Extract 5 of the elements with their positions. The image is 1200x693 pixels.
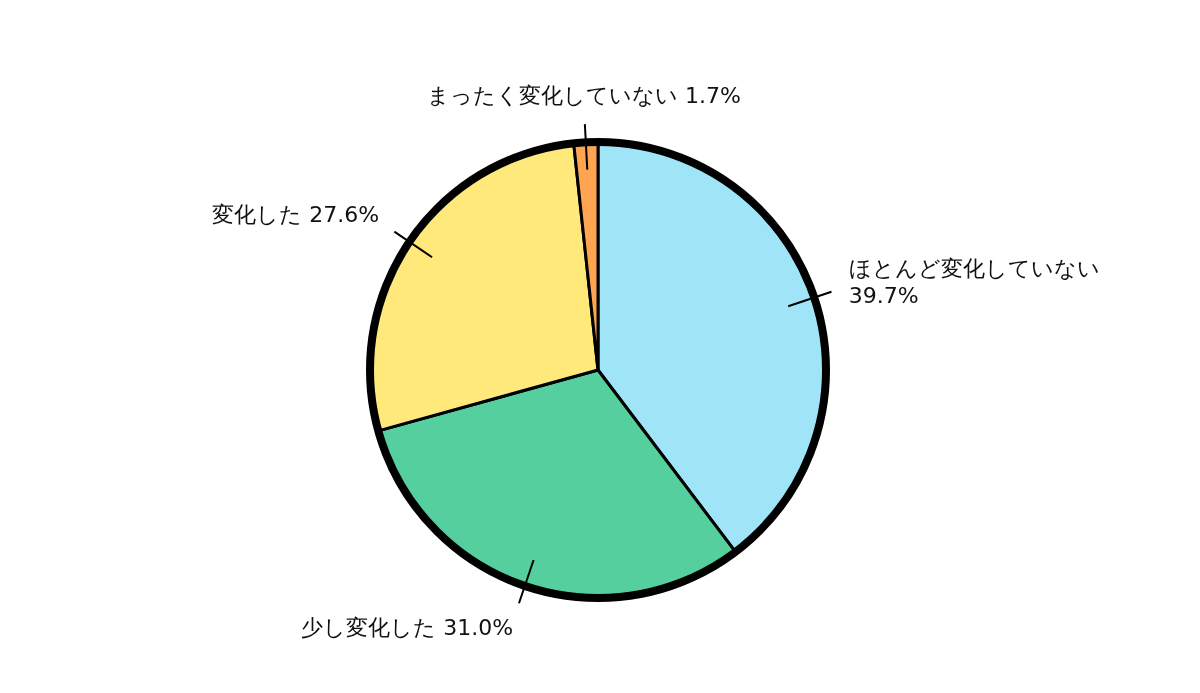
slice-label: 変化した 27.6%: [212, 202, 380, 228]
data-label: 39.7%: [848, 283, 919, 309]
slice-label: まったく変化していない 1.7%: [426, 82, 741, 108]
slice-label: ほとんど変化していない: [848, 255, 1100, 281]
slice-label: 少し変化した 31.0%: [301, 615, 514, 641]
